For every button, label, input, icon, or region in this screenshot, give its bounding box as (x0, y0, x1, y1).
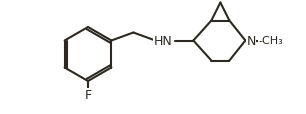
Text: -CH₃: -CH₃ (258, 36, 283, 46)
Text: F: F (84, 89, 91, 102)
Text: N: N (246, 35, 256, 48)
Text: HN: HN (154, 35, 173, 48)
